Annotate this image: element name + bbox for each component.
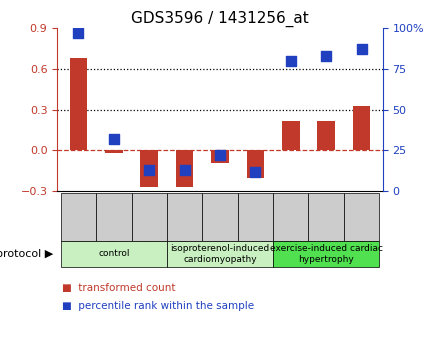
Point (358, 47, 365, 52)
Title: GDS3596 / 1431256_at: GDS3596 / 1431256_at (131, 11, 309, 27)
Point (287, 58, 294, 64)
Text: exercise-induced cardiac
hypertrophy: exercise-induced cardiac hypertrophy (270, 244, 383, 264)
Text: control: control (98, 250, 129, 258)
Bar (140, 150, 158, 187)
Text: ■  percentile rank within the sample: ■ percentile rank within the sample (62, 301, 254, 311)
Text: ■  transformed count: ■ transformed count (62, 283, 175, 293)
Bar (317, 121, 335, 150)
Bar (282, 121, 300, 150)
Bar (353, 105, 370, 150)
Text: protocol ▶: protocol ▶ (0, 249, 53, 259)
Bar (70, 58, 87, 150)
Point (75, 30, 82, 36)
Point (216, 153, 224, 158)
Text: isoproterenol-induced
cardiomyopathy: isoproterenol-induced cardiomyopathy (170, 244, 270, 264)
Point (323, 53, 330, 59)
Bar (176, 150, 194, 187)
Point (146, 167, 153, 173)
Point (181, 167, 188, 173)
Bar (105, 150, 123, 153)
Point (110, 136, 117, 142)
Bar (246, 150, 264, 178)
Point (252, 169, 259, 175)
Bar (211, 150, 229, 162)
